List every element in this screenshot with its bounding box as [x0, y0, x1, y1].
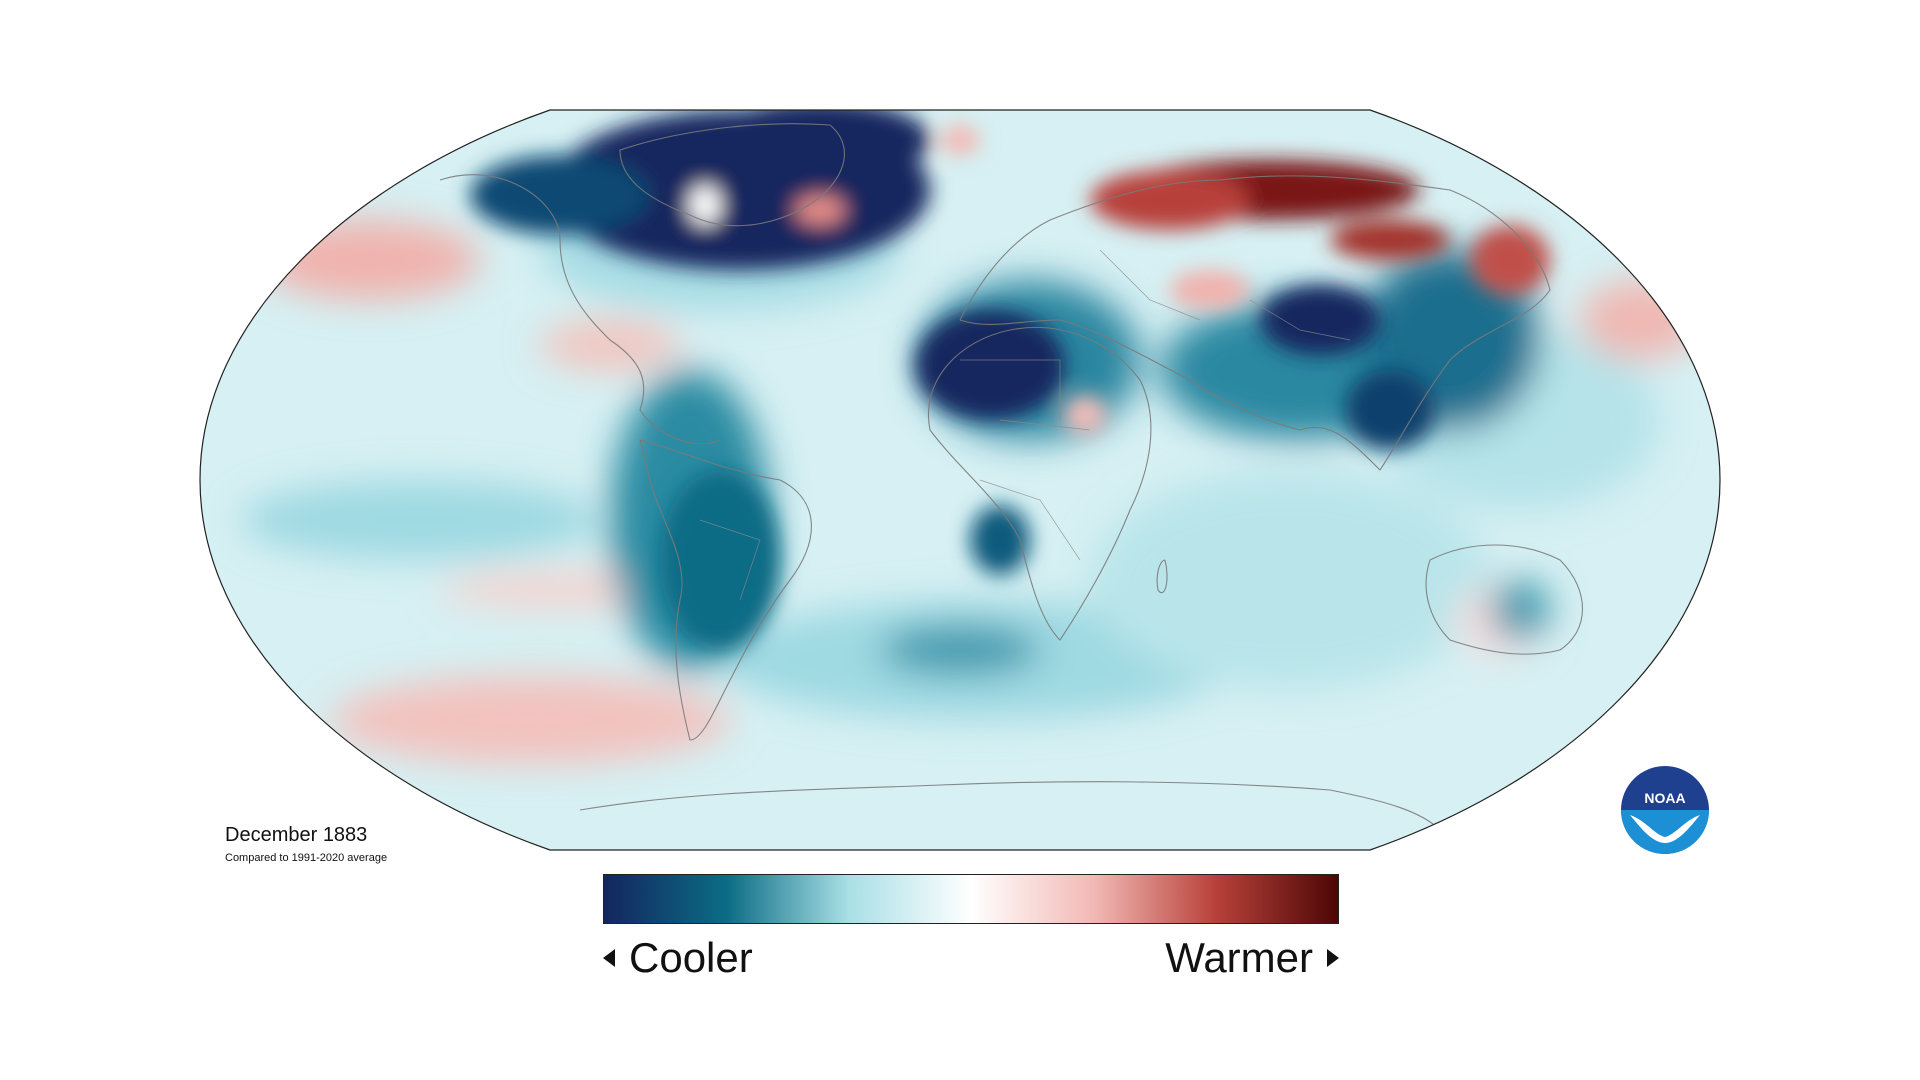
- warmer-legend-label: Warmer: [1165, 930, 1339, 986]
- noaa-logo-icon: NOAA: [1621, 766, 1709, 854]
- right-arrow-icon: [1327, 948, 1339, 967]
- map-frame: [199, 109, 1721, 851]
- cooler-legend-label: Cooler: [603, 930, 753, 986]
- anomaly-blobs-strong: [470, 110, 1550, 650]
- coastlines: [439, 123, 1583, 831]
- left-arrow-icon: [603, 948, 615, 967]
- borders: [699, 249, 1351, 601]
- noaa-logo-text: NOAA: [1644, 790, 1685, 806]
- warmer-label-text: Warmer: [1165, 934, 1313, 981]
- color-scale-bar: [603, 874, 1339, 924]
- baseline-label: Compared to 1991-2020 average: [225, 852, 388, 864]
- anomaly-field: [200, 110, 1720, 850]
- cooler-label-text: Cooler: [629, 934, 753, 981]
- period-label: December 1883: [225, 824, 368, 846]
